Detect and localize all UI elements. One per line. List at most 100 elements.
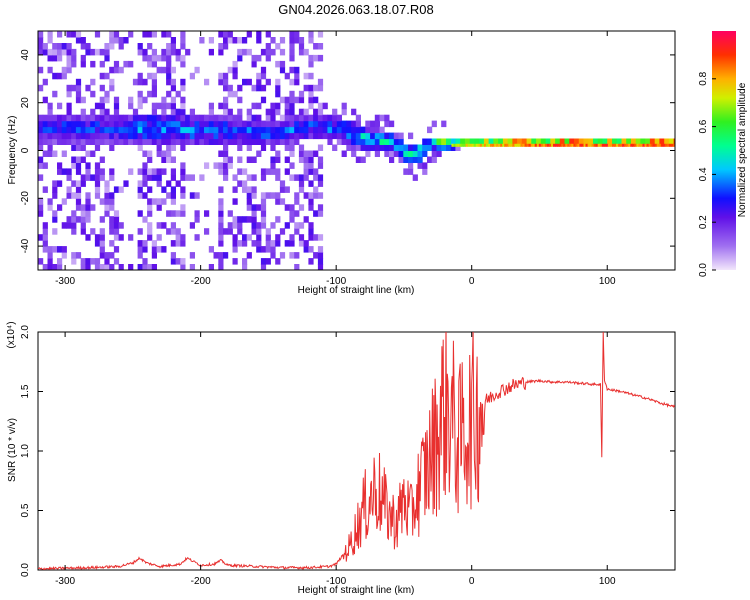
spectrogram-cell: [260, 246, 267, 253]
spectrogram-cell: [313, 108, 319, 116]
spectrogram-cell: [38, 210, 44, 217]
spectrogram-cell: [412, 174, 418, 181]
spectrogram-cell: [90, 78, 96, 86]
spectrogram-cell: [303, 84, 309, 92]
spectrogram-cell: [289, 31, 295, 38]
spectrogram-cell: [170, 258, 176, 265]
spectrogram-cell: [218, 132, 224, 140]
spectrogram-cell: [57, 31, 63, 38]
spectrogram-xtick-label: 0: [469, 276, 475, 287]
spectrogram-cell: [57, 258, 63, 265]
spectrogram-cell: [166, 156, 172, 163]
spectrogram-cell: [137, 138, 143, 145]
spectrogram-cell: [260, 48, 267, 56]
spectrogram-cell: [256, 240, 262, 247]
spectrogram-cell: [99, 216, 105, 223]
spectrogram-cell: [265, 228, 271, 235]
spectrogram-cell: [251, 204, 257, 211]
spectrogram-cell: [379, 132, 385, 140]
spectrogram-cell: [118, 222, 124, 229]
spectrogram-cell: [85, 210, 91, 217]
spectrogram-cell: [170, 114, 176, 122]
spectrogram-cell: [123, 60, 129, 68]
spectrogram-cell: [123, 180, 129, 187]
spectrogram-cell: [104, 258, 110, 265]
spectrogram-cell: [403, 144, 409, 151]
spectrogram-cell: [47, 264, 53, 270]
spectrogram-cell: [275, 168, 281, 175]
spectrogram-cell: [180, 234, 186, 241]
spectrogram-cell: [645, 138, 651, 145]
spectrogram-cell: [223, 84, 229, 92]
spectrogram-cell: [71, 114, 77, 122]
spectrogram-cell: [42, 96, 48, 104]
spectrogram-cell: [113, 108, 120, 116]
spectrogram-cell: [170, 132, 176, 140]
spectrogram-cell: [246, 120, 252, 128]
spectrogram-cell: [109, 114, 115, 122]
spectrogram-cell: [99, 84, 105, 92]
spectrogram-cell: [52, 138, 58, 145]
spectrogram-cell: [232, 114, 238, 122]
spectrogram-cell: [298, 108, 305, 116]
spectrogram-cell: [204, 162, 210, 169]
spectrogram-cell: [408, 162, 414, 169]
spectrogram-cell: [94, 114, 101, 122]
spectrogram-cell: [90, 48, 96, 56]
spectrogram-cell: [279, 96, 286, 104]
spectrogram-cell: [142, 48, 148, 56]
spectrogram-cell: [237, 144, 243, 151]
spectrogram-cell: [104, 204, 110, 211]
spectrogram-cell: [213, 114, 219, 122]
spectrogram-cell: [113, 228, 120, 235]
spectrogram-cell: [90, 204, 96, 211]
spectrogram-cell: [256, 102, 262, 110]
spectrogram-cell: [109, 198, 115, 205]
spectrogram-cell: [260, 84, 267, 92]
spectrogram-cell: [265, 240, 271, 247]
spectrogram-cell: [104, 210, 110, 217]
spectrogram-cell: [94, 264, 101, 270]
spectrogram-cell: [61, 138, 67, 145]
spectrogram-cell: [317, 114, 324, 122]
spectrogram-cell: [246, 132, 252, 140]
spectrogram-cell: [180, 102, 186, 110]
spectrogram-cell: [441, 144, 447, 151]
spectrogram-cell: [365, 126, 371, 134]
spectrogram-cell: [374, 126, 380, 134]
spectrogram-cell: [479, 143, 483, 147]
spectrogram-cell: [118, 126, 124, 134]
spectrogram-cell: [265, 48, 271, 56]
spectrogram-cell: [170, 192, 176, 199]
spectrogram-cell: [99, 138, 105, 145]
spectrogram-cell: [161, 54, 167, 62]
spectrogram-cell: [284, 132, 290, 140]
spectrogram-cell: [370, 138, 376, 145]
spectrogram-cell: [109, 78, 115, 86]
spectrogram-cell: [628, 143, 631, 147]
spectrogram-cell: [227, 90, 233, 98]
spectrogram-cell: [99, 72, 105, 80]
spectrogram-cell: [52, 216, 58, 223]
spectrogram-cell: [99, 108, 105, 116]
spectrogram-cell: [99, 48, 105, 56]
spectrogram-cell: [85, 264, 91, 270]
spectrogram-cell: [94, 192, 101, 199]
spectrogram-cell: [180, 204, 186, 211]
spectrogram-cell: [180, 84, 186, 92]
spectrogram-cell: [256, 234, 262, 241]
spectrogram-cell: [242, 264, 248, 270]
spectrogram-cell: [227, 84, 233, 92]
spectrogram-cell: [298, 144, 305, 151]
spectrogram-cell: [662, 143, 666, 147]
spectrogram-cell: [578, 138, 584, 145]
spectrogram-cell: [284, 186, 290, 193]
spectrogram-cell: [289, 126, 295, 134]
spectrogram-cell: [457, 143, 460, 147]
spectrogram-cell: [223, 150, 229, 157]
spectrogram-cell: [118, 264, 124, 270]
spectrogram-cell: [38, 48, 44, 56]
spectrogram-cell: [137, 120, 143, 128]
spectrogram-cell: [289, 54, 295, 62]
spectrogram-cell: [313, 84, 319, 92]
